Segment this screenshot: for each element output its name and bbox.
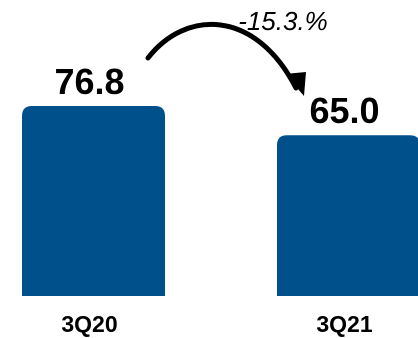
data-label-3q21: 65.0 (309, 90, 379, 131)
bar-3q20 (22, 106, 165, 296)
change-arrow-icon (145, 22, 299, 91)
category-label-3q20: 3Q20 (61, 311, 117, 337)
category-label-3q21: 3Q21 (316, 311, 372, 337)
bars-layer (22, 106, 418, 296)
labels-layer: 76.8 3Q20 65.0 3Q21 (54, 61, 379, 337)
change-annotation: -15.3.% (238, 6, 328, 36)
bar-3q21 (277, 135, 418, 296)
data-label-3q20: 76.8 (54, 61, 124, 102)
arrowhead-icon (285, 72, 306, 96)
